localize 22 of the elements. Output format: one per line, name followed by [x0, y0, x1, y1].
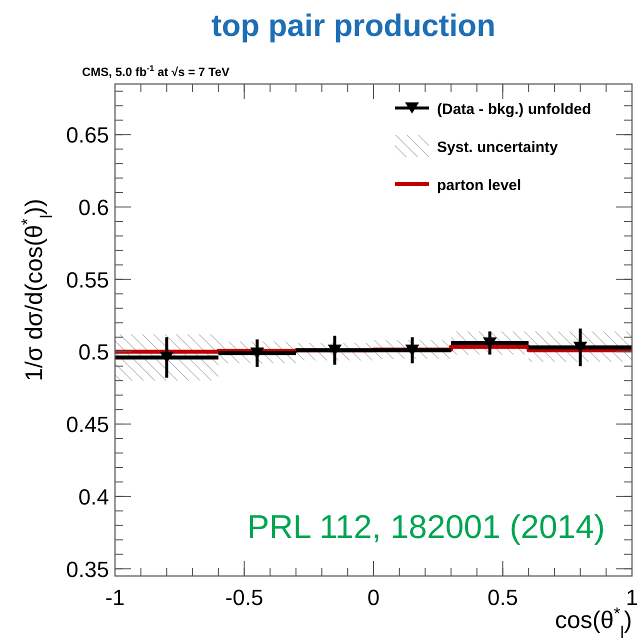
y-tick-label: 0.55 [66, 267, 109, 292]
y-tick-label: 0.45 [66, 412, 109, 438]
x-tick-label: -1 [105, 585, 125, 610]
annotation: PRL 112, 182001 (2014) [247, 508, 605, 545]
point [328, 344, 342, 356]
y-tick-label: 0.5 [78, 340, 109, 365]
point [405, 344, 420, 356]
x-tick-label: -0.5 [225, 585, 264, 610]
y-tick-label: 0.4 [78, 484, 109, 510]
y-tick-label: 0.65 [66, 122, 109, 148]
legend-label: (Data - bkg.) unfolded [437, 101, 592, 118]
point [250, 348, 264, 359]
y-tick-label: 0.35 [66, 556, 109, 582]
legend-label: parton level [437, 177, 522, 194]
point [482, 337, 497, 349]
y-tick-label: 0.6 [78, 195, 109, 220]
chart-title: top pair production [211, 8, 496, 43]
legend-label: Syst. uncertainty [437, 139, 559, 156]
point [573, 342, 588, 353]
x-tick-label: 0.5 [487, 585, 518, 610]
x-tick-label: 0 [367, 585, 380, 610]
chart-subtitle: CMS, 5.0 fb$^{-1}$ at √s = 7 TeV [82, 63, 230, 79]
